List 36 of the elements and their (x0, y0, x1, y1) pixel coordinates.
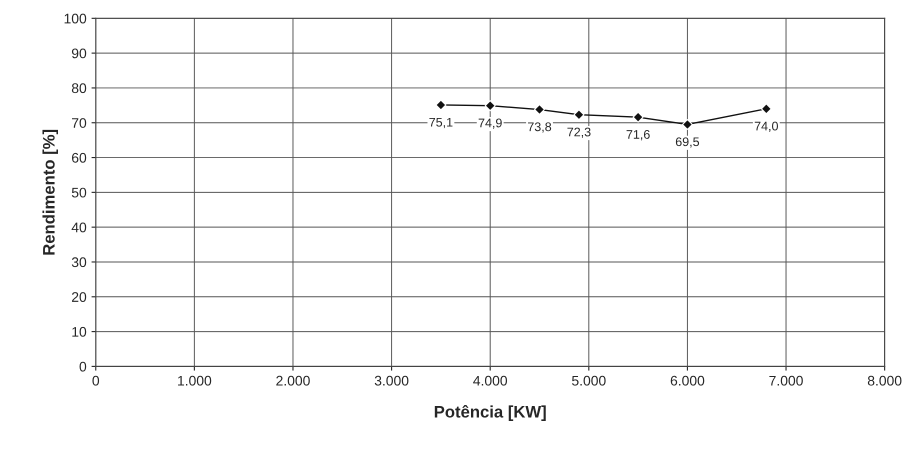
x-axis-title: Potência [KW] (434, 405, 546, 421)
y-tick-label: 30 (72, 257, 86, 268)
x-tick-label: 4.000 (473, 376, 508, 386)
y-tick-label: 100 (64, 14, 86, 24)
y-tick-label: 40 (72, 222, 86, 232)
x-tick-label: 0 (92, 376, 100, 386)
y-tick-label: 90 (72, 48, 86, 58)
point (760, 103, 772, 114)
text: 71,6 (626, 130, 650, 140)
text: 72,3 (567, 128, 591, 138)
y-tick-label: 70 (72, 118, 86, 128)
point (682, 119, 693, 130)
x-tick-label: 2.000 (276, 376, 310, 386)
x-tick-label: 8.000 (868, 376, 902, 386)
x-tick-label: 7.000 (769, 376, 803, 386)
point (632, 112, 644, 123)
point (484, 100, 496, 112)
text: 75,1 (429, 118, 452, 128)
y-tick-label: 50 (72, 188, 86, 198)
x-tick-label: 5.000 (572, 376, 606, 386)
y-tick-label: 20 (72, 292, 86, 302)
point (534, 104, 545, 115)
x-tick-label: 1.000 (178, 376, 212, 386)
y-tick-label: 60 (72, 152, 86, 163)
x-tick-label: 3.000 (374, 376, 408, 386)
y-tick-label: 10 (72, 326, 86, 337)
point (435, 100, 446, 110)
x-tick-label: 6.000 (670, 376, 704, 386)
text: 69,5 (676, 137, 700, 148)
point (574, 109, 584, 120)
text: 74,9 (478, 118, 502, 129)
y-tick-label: 80 (72, 83, 86, 94)
text: 73,8 (528, 122, 552, 133)
text: 74,0 (754, 122, 778, 132)
y-tick-label: 0 (80, 362, 86, 372)
y-axis-title: Rendimento [%] (42, 130, 58, 255)
